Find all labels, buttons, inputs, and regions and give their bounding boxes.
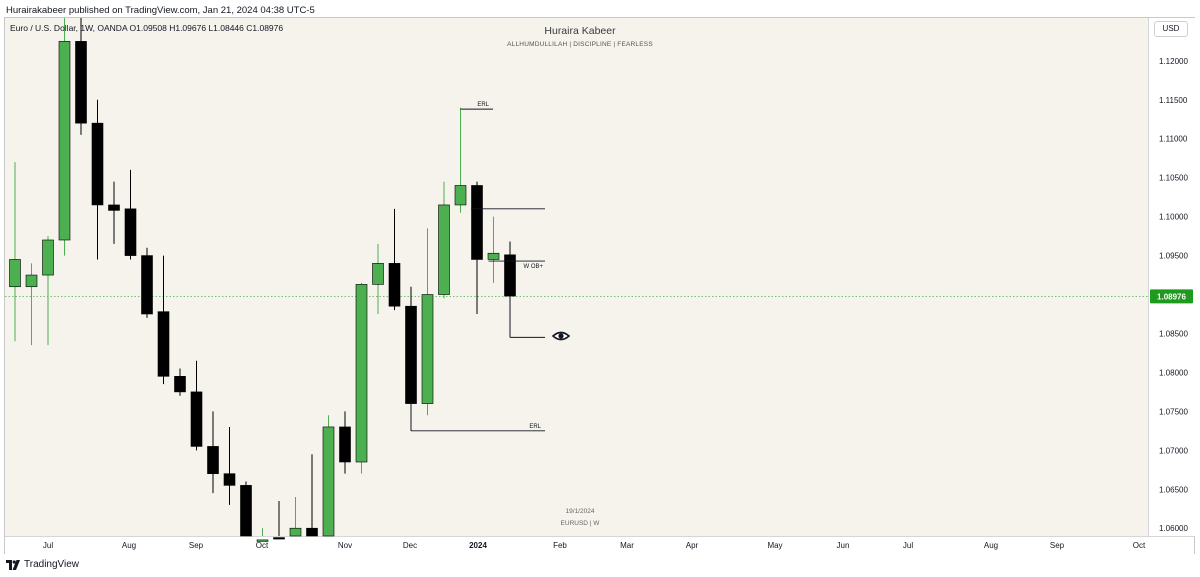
level-annotation[interactable]: ERL: [410, 403, 545, 432]
eye-icon[interactable]: [551, 331, 571, 341]
tradingview-logo[interactable]: TradingView: [6, 559, 79, 570]
watermark-title: Huraira Kabeer: [544, 25, 616, 37]
tradingview-logo-icon: [6, 559, 20, 570]
watermark-subtitle: ALLHUMDULLILAH | DISCIPLINE | FEARLESS: [507, 41, 653, 48]
currency-button[interactable]: USD: [1154, 21, 1188, 37]
level-annotation[interactable]: W OB+: [488, 260, 546, 270]
watermark-date: 19/1/2024: [565, 508, 595, 515]
publish-info: Hurairakabeer published on TradingView.c…: [6, 5, 315, 16]
watermark-symbol: EURUSD | W: [560, 520, 600, 527]
level-annotation[interactable]: [509, 296, 545, 338]
level-label: ERL: [529, 424, 541, 430]
annotations-group: ERL W OB+ ERL: [410, 102, 546, 432]
level-label: W OB+: [523, 264, 543, 270]
price-scale[interactable]: [1148, 18, 1195, 536]
level-annotation[interactable]: ERL: [460, 102, 494, 110]
level-label: ERL: [477, 102, 489, 108]
brand-label: TradingView: [24, 559, 80, 570]
time-scale[interactable]: [5, 536, 1194, 554]
symbol-ohlc-legend: Euro / U.S. Dollar, 1W, OANDA O1.09508 H…: [10, 23, 284, 33]
chart-plot-area[interactable]: [5, 18, 1148, 536]
